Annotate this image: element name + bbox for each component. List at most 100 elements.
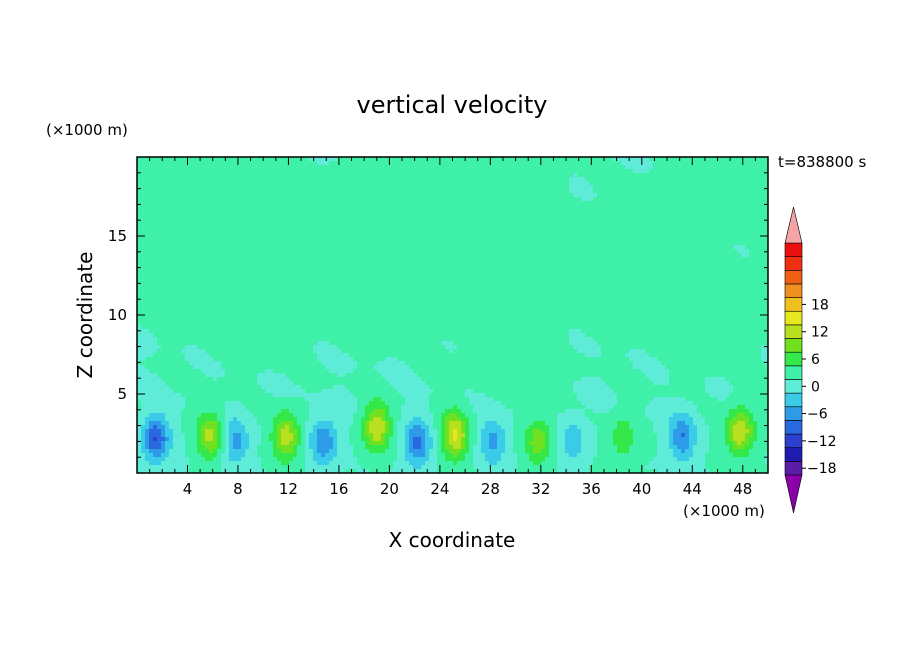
field-cell <box>329 221 334 226</box>
field-cell <box>621 245 626 250</box>
field-cell <box>677 213 682 218</box>
field-cell <box>621 157 626 162</box>
field-cell <box>169 269 174 274</box>
field-cell <box>389 165 394 170</box>
field-cell <box>273 217 278 222</box>
field-cell <box>601 221 606 226</box>
field-cell <box>377 281 382 286</box>
field-cell <box>561 221 566 226</box>
field-cell <box>461 265 466 270</box>
field-cell <box>525 221 530 226</box>
field-cell <box>689 217 694 222</box>
field-cell <box>397 273 402 278</box>
field-cell <box>333 225 338 230</box>
field-cell <box>753 205 758 210</box>
field-cell <box>233 193 238 198</box>
field-cell <box>557 229 562 234</box>
field-cell <box>281 233 286 238</box>
field-cell <box>361 253 366 258</box>
field-cell <box>437 265 442 270</box>
field-cell <box>537 217 542 222</box>
field-cell <box>733 157 738 162</box>
field-cell <box>597 221 602 226</box>
field-cell <box>561 169 566 174</box>
field-cell <box>173 225 178 230</box>
field-cell <box>433 229 438 234</box>
field-cell <box>625 233 630 238</box>
field-cell <box>145 165 150 170</box>
field-cell <box>693 229 698 234</box>
field-cell <box>613 217 618 222</box>
field-cell <box>605 181 610 186</box>
field-cell <box>685 157 690 162</box>
field-cell <box>669 229 674 234</box>
field-cell <box>277 273 282 278</box>
field-cell <box>497 213 502 218</box>
field-cell <box>465 177 470 182</box>
field-cell <box>261 193 266 198</box>
field-cell <box>429 245 434 250</box>
field-cell <box>445 253 450 258</box>
field-cell <box>221 201 226 206</box>
field-cell <box>329 265 334 270</box>
field-cell <box>753 185 758 190</box>
field-cell <box>461 273 466 278</box>
field-cell <box>329 173 334 178</box>
field-cell <box>373 265 378 270</box>
field-cell <box>701 221 706 226</box>
field-cell <box>389 221 394 226</box>
field-cell <box>285 277 290 282</box>
field-cell <box>305 177 310 182</box>
field-cell <box>521 181 526 186</box>
field-cell <box>189 265 194 270</box>
field-cell <box>317 205 322 210</box>
field-cell <box>201 185 206 190</box>
field-cell <box>505 173 510 178</box>
field-cell <box>541 205 546 210</box>
field-cell <box>393 177 398 182</box>
field-cell <box>757 257 762 262</box>
field-cell <box>741 245 746 250</box>
field-cell <box>513 169 518 174</box>
field-cell <box>265 157 270 162</box>
field-cell <box>693 157 698 162</box>
field-cell <box>333 197 338 202</box>
field-cell <box>641 249 646 254</box>
field-cell <box>397 213 402 218</box>
field-cell <box>765 241 768 246</box>
field-cell <box>693 193 698 198</box>
field-cell <box>461 233 466 238</box>
field-cell <box>165 277 170 282</box>
field-cell <box>501 265 506 270</box>
field-cell <box>209 165 214 170</box>
field-cell <box>261 241 266 246</box>
field-cell <box>257 237 262 242</box>
field-cell <box>501 281 506 286</box>
field-cell <box>745 273 750 278</box>
field-cell <box>477 173 482 178</box>
field-cell <box>401 249 406 254</box>
field-cell <box>613 185 618 190</box>
field-cell <box>581 169 586 174</box>
field-cell <box>713 249 718 254</box>
field-cell <box>705 209 710 214</box>
field-cell <box>401 201 406 206</box>
field-cell <box>701 177 706 182</box>
field-cell <box>401 253 406 258</box>
field-cell <box>677 277 682 282</box>
field-cell <box>329 269 334 274</box>
field-cell <box>489 265 494 270</box>
field-cell <box>249 169 254 174</box>
field-cell <box>189 205 194 210</box>
field-cell <box>285 193 290 198</box>
field-cell <box>561 185 566 190</box>
field-cell <box>333 233 338 238</box>
field-cell <box>613 269 618 274</box>
field-cell <box>189 197 194 202</box>
field-cell <box>505 165 510 170</box>
field-cell <box>313 173 318 178</box>
field-cell <box>401 177 406 182</box>
field-cell <box>669 277 674 282</box>
field-cell <box>581 233 586 238</box>
field-cell <box>213 277 218 282</box>
